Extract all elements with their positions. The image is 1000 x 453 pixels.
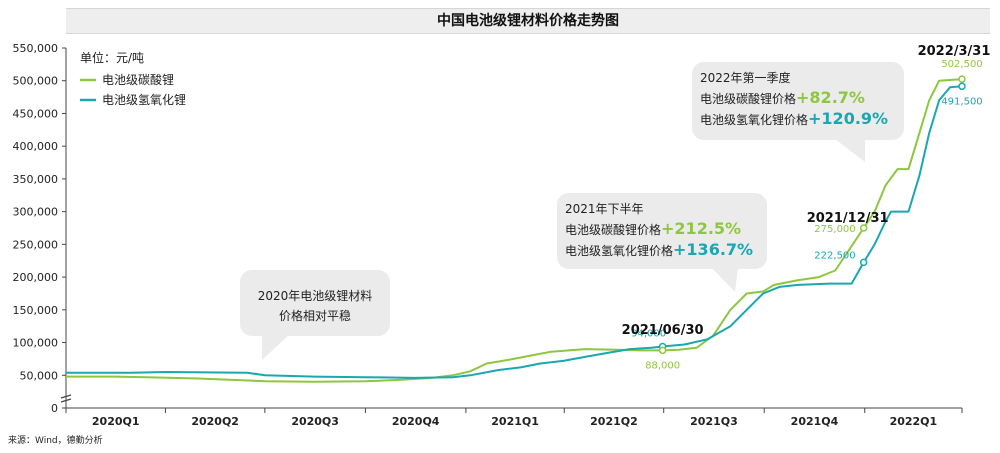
y-tick-label: 450,000	[13, 107, 59, 120]
y-tick-label: 150,000	[13, 304, 59, 317]
y-tick-label: 100,000	[13, 337, 59, 350]
marker-value-label: 502,500	[941, 59, 982, 70]
axis-break-mark	[60, 394, 72, 403]
x-tick-label: 2020Q1	[92, 415, 140, 428]
marker-value-label: 94,000	[631, 328, 666, 339]
y-tick-label: 250,000	[13, 238, 59, 251]
callout-2021h2-row2-label: 电池级氢氧化锂价格	[565, 244, 674, 258]
marker-value-label: 88,000	[645, 360, 680, 371]
chart-title: 中国电池级锂材料价格走势图	[437, 13, 619, 29]
data-marker	[958, 75, 966, 83]
callout-2021h2-row2-value: +136.7%	[673, 240, 754, 259]
y-tick-label: 200,000	[13, 271, 59, 284]
callout-2022q1-row2-label: 电池级氢氧化锂价格	[700, 113, 809, 127]
callout-2021h2-row1-label: 电池级碳酸锂价格	[565, 223, 662, 237]
marker-value-label: 222,500	[814, 250, 855, 261]
y-tick-label: 0	[51, 402, 58, 415]
callout-2022q1-row1-value: +82.7%	[796, 88, 865, 107]
axes: 0 50,000 100,000 150,000 200,000 250,000 300,0…	[13, 42, 963, 428]
y-tick-label: 50,000	[20, 369, 59, 382]
y-tick-label: 500,000	[13, 75, 59, 88]
y-tick-label: 300,000	[13, 206, 59, 219]
data-marker	[658, 346, 667, 355]
markers-layer: 94,000 88,000 275,000 222,500 502,500 491,500…	[622, 44, 991, 371]
data-marker	[859, 258, 868, 267]
x-tick-label: 2021Q3	[690, 415, 738, 428]
legend-label: 电池级碳酸锂	[102, 72, 174, 87]
x-tick-label: 2020Q3	[291, 415, 339, 428]
callout-2022q1-row2-value: +120.9%	[808, 109, 889, 128]
source-note: 来源：Wind，德勤分析	[8, 436, 103, 446]
callout-2022q1-row1-label: 电池级碳酸锂价格	[700, 92, 797, 106]
data-marker	[958, 82, 966, 91]
unit-label: 单位：元/吨	[80, 50, 144, 65]
date-label: 2021/06/30	[622, 323, 704, 338]
callout-2021h2: 2021年下半年 电池级碳酸锂价格+212.5% 电池级氢氧化锂价格+136.7…	[557, 193, 767, 269]
callout-2020-line2: 价格相对平稳	[278, 309, 351, 323]
callout-2021h2-title: 2021年下半年	[565, 202, 644, 216]
date-label: 2021/12/31	[807, 211, 889, 226]
x-tick-label: 2021Q2	[590, 415, 638, 428]
title-bar: 中国电池级锂材料价格走势图	[66, 8, 990, 34]
x-tick-label: 2021Q4	[791, 415, 839, 428]
callout-2021h2-row1-value: +212.5%	[661, 219, 742, 238]
date-label: 2022/3/31	[918, 44, 991, 59]
series-line-lithium-hydroxide	[66, 85, 963, 379]
x-tick-label: 2020Q4	[392, 415, 440, 428]
x-tick-label: 2021Q1	[491, 415, 539, 428]
data-marker	[859, 224, 868, 232]
y-tick-label: 400,000	[13, 140, 59, 153]
marker-value-label: 491,500	[941, 96, 982, 107]
callout-2022q1-title: 2022年第一季度	[700, 71, 791, 85]
x-tick-label: 2020Q2	[191, 415, 239, 428]
y-tick-label: 550,000	[13, 42, 59, 55]
marker-value-label: 275,000	[814, 224, 855, 235]
callout-2020-line1: 2020年电池级锂材料	[257, 289, 373, 303]
x-tick-label: 2022Q1	[890, 415, 938, 428]
y-tick-label: 350,000	[13, 173, 59, 186]
legend-label: 电池级氢氧化锂	[102, 92, 186, 107]
series-layer	[66, 78, 963, 383]
callout-2020: 2020年电池级锂材料 价格相对平稳	[240, 270, 390, 336]
series-line-lithium-carbonate	[66, 78, 963, 383]
callout-2022q1: 2022年第一季度 电池级碳酸锂价格+82.7% 电池级氢氧化锂价格+120.9…	[692, 62, 904, 140]
